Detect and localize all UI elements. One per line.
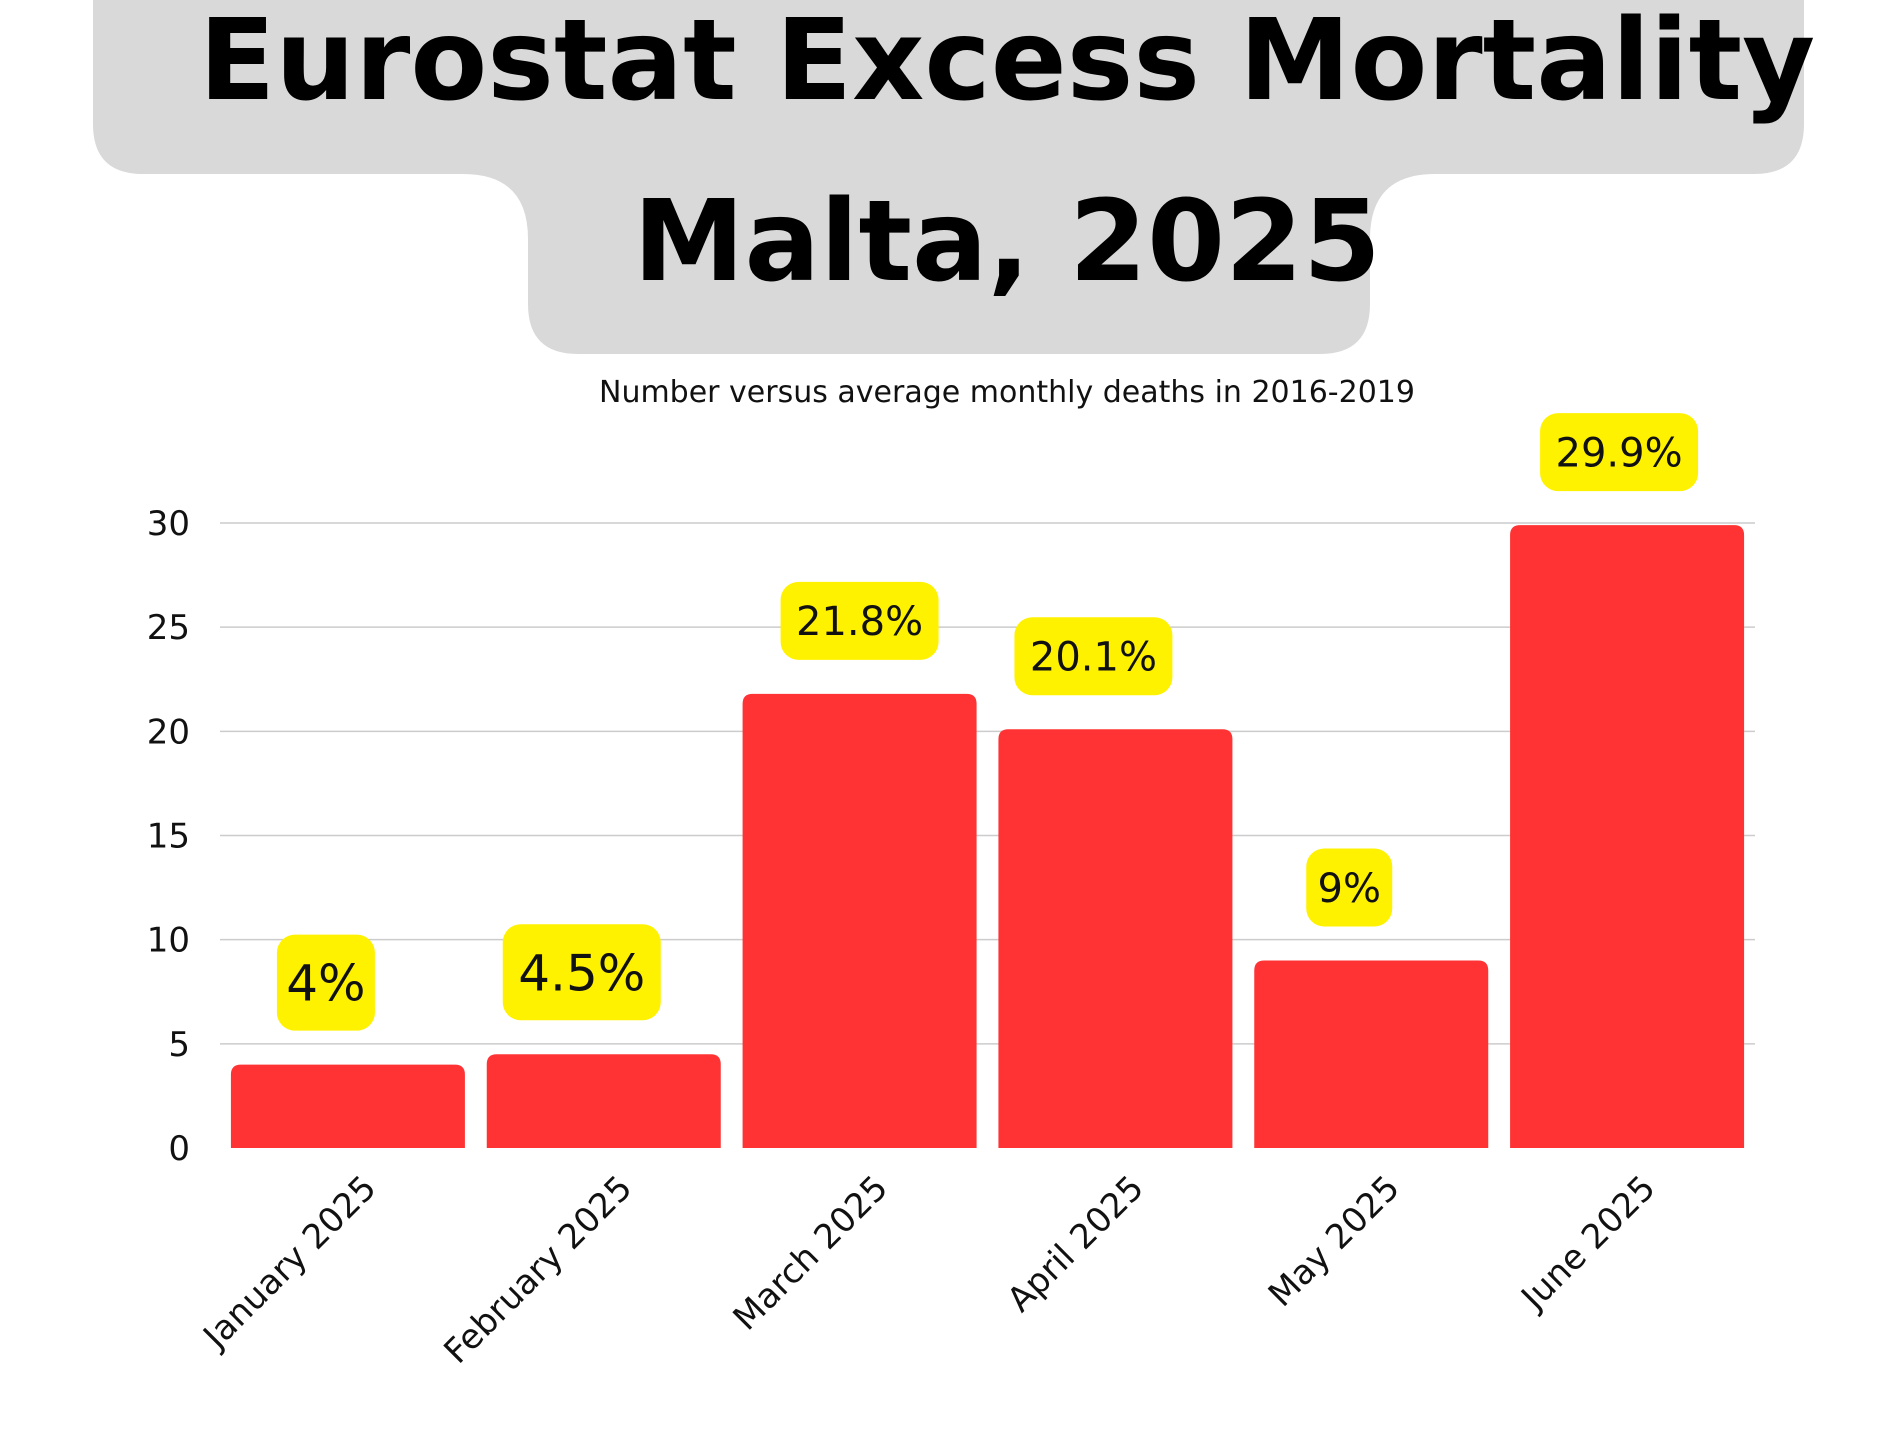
x-category-label: May 2025 bbox=[1261, 1168, 1408, 1315]
x-category-label: March 2025 bbox=[726, 1168, 896, 1338]
y-axis-ticks: 0 5 10 15 20 25 30 bbox=[147, 504, 190, 1169]
chart-title: Eurostat Excess Mortality bbox=[198, 0, 1816, 126]
data-label: 21.8% bbox=[796, 599, 923, 645]
data-label: 20.1% bbox=[1030, 635, 1157, 681]
data-label-background bbox=[1306, 848, 1393, 927]
data-label-background bbox=[780, 581, 939, 660]
bar bbox=[998, 729, 1233, 1148]
y-tick-label: 5 bbox=[168, 1025, 190, 1065]
y-tick-label: 30 bbox=[147, 504, 190, 544]
bar bbox=[486, 1054, 721, 1148]
y-tick-label: 0 bbox=[168, 1129, 190, 1169]
data-label-background bbox=[276, 934, 375, 1031]
y-tick-label: 25 bbox=[147, 608, 190, 648]
gridlines bbox=[220, 522, 1755, 1045]
y-tick-label: 10 bbox=[147, 921, 190, 961]
x-category-label: January 2025 bbox=[195, 1168, 385, 1358]
bar bbox=[1510, 525, 1745, 1148]
title-background bbox=[93, 0, 1804, 354]
title-background-shape bbox=[93, 0, 1804, 354]
y-tick-label: 15 bbox=[147, 817, 190, 857]
x-category-label: February 2025 bbox=[436, 1168, 640, 1372]
x-category-label: April 2025 bbox=[1000, 1168, 1152, 1320]
data-label-background bbox=[1014, 617, 1173, 696]
bars bbox=[230, 525, 1745, 1148]
data-label-background bbox=[502, 924, 661, 1021]
bar bbox=[1254, 960, 1489, 1148]
data-label-background bbox=[1540, 413, 1699, 492]
data-label: 9% bbox=[1318, 866, 1381, 912]
data-label: 4.5% bbox=[518, 944, 645, 1002]
chart-title-year: Malta, 2025 bbox=[633, 177, 1381, 307]
bar bbox=[230, 1064, 465, 1148]
y-tick-label: 20 bbox=[147, 712, 190, 752]
chart-subtitle: Number versus average monthly deaths in … bbox=[599, 375, 1415, 410]
bar bbox=[742, 693, 977, 1148]
data-labels: 4% 4.5% 21.8% 20.1% 9% 29.9% bbox=[276, 413, 1699, 1031]
x-axis-categories: January 2025 February 2025 March 2025 April… bbox=[195, 1168, 1664, 1372]
data-label: 4% bbox=[286, 955, 365, 1013]
x-category-label: June 2025 bbox=[1513, 1168, 1664, 1319]
data-label: 29.9% bbox=[1556, 430, 1683, 476]
